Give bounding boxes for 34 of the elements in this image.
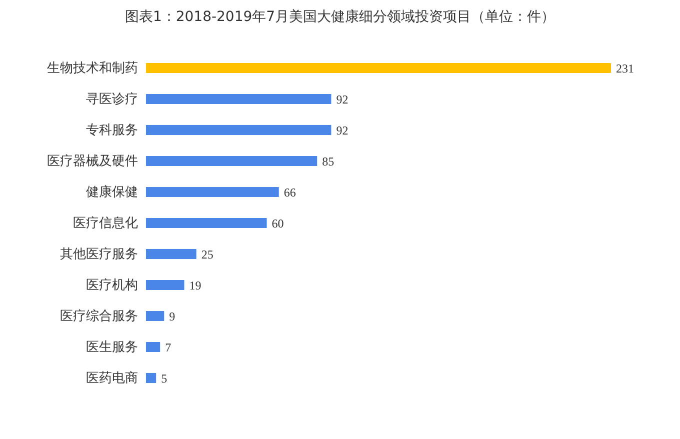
data-label: 9 <box>169 309 176 324</box>
bar <box>146 187 279 197</box>
y-tick-label: 健康保健 <box>86 185 138 200</box>
y-tick-label: 医药电商 <box>86 371 138 386</box>
y-tick-label: 专科服务 <box>86 123 138 138</box>
data-label: 66 <box>284 185 296 200</box>
bar <box>146 63 611 73</box>
bar <box>146 311 164 321</box>
data-label: 60 <box>272 216 284 230</box>
y-tick-label: 医疗器械及硬件 <box>47 154 138 170</box>
y-tick-label: 医生服务 <box>86 340 138 356</box>
y-tick-label: 医疗综合服务 <box>60 309 138 324</box>
data-label: 92 <box>336 123 348 138</box>
bar <box>146 94 332 104</box>
y-tick-label: 医疗信息化 <box>73 216 138 232</box>
y-tick-label: 医疗机构 <box>86 278 138 294</box>
data-label: 25 <box>201 247 214 262</box>
y-tick-label: 其他医疗服务 <box>60 247 138 262</box>
data-label: 5 <box>161 371 168 386</box>
data-label: 19 <box>189 278 202 292</box>
bar <box>146 373 156 383</box>
bar <box>146 342 160 352</box>
y-tick-label: 寻医诊疗 <box>86 92 138 108</box>
data-label: 231 <box>616 61 634 76</box>
data-label: 92 <box>336 92 348 106</box>
bar <box>146 249 196 259</box>
bar <box>146 280 184 290</box>
bar <box>146 125 332 135</box>
y-tick-label: 生物技术和制药 <box>47 61 138 76</box>
data-label: 85 <box>322 154 334 168</box>
bar <box>146 156 318 166</box>
chart-title: 图表1：2018-2019年7月美国大健康细分领域投资项目（单位：件） <box>124 8 556 26</box>
bar <box>146 218 267 228</box>
data-label: 7 <box>165 340 172 354</box>
